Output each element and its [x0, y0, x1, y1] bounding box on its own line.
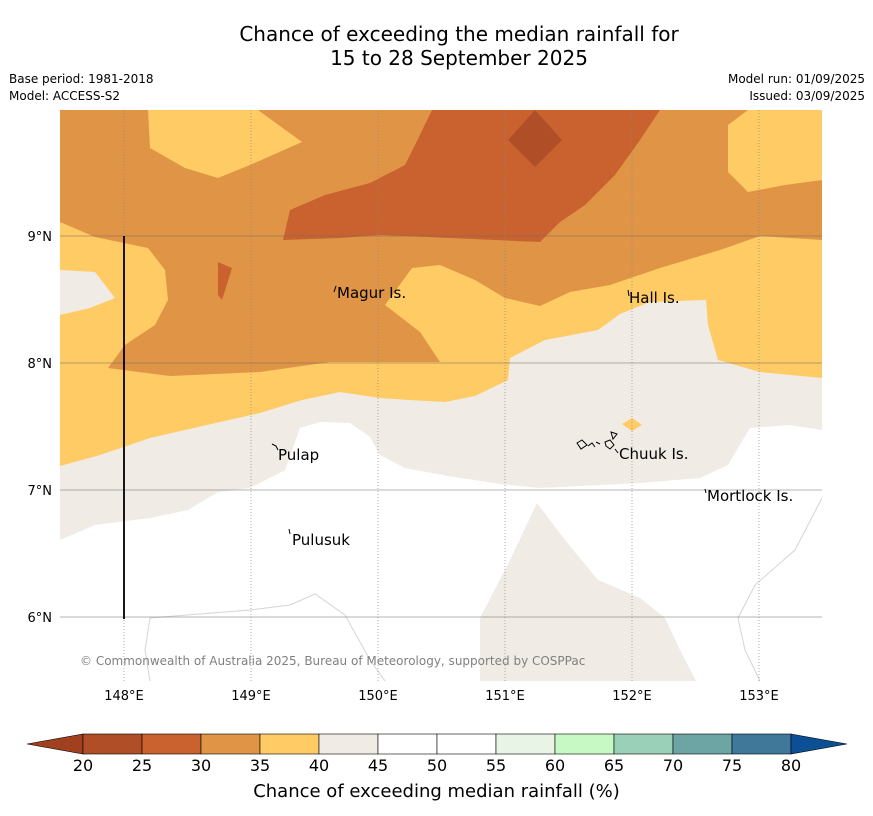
colorbar-tick-label: 40 — [309, 756, 329, 775]
pulusuk-island-shape — [288, 528, 291, 535]
copyright-notice: © Commonwealth of Australia 2025, Bureau… — [80, 654, 585, 668]
lon-tick-151: 151°E — [485, 689, 525, 704]
colorbar-ticks: 20 25 30 35 40 45 50 55 60 65 70 75 80 — [73, 756, 801, 775]
map-title: Chance of exceeding the median rainfall … — [0, 22, 873, 70]
colorbar-tick-label: 65 — [604, 756, 624, 775]
issued-text: Issued: 03/09/2025 — [749, 89, 865, 103]
meta-left: Base period: 1981-2018 Model: ACCESS-S2 — [9, 71, 154, 105]
pulap-island-shape — [271, 443, 279, 451]
colorbar-tick-label: 70 — [663, 756, 683, 775]
lat-tick-9n: 9°N — [28, 230, 53, 245]
chuuk-island-shape-3 — [595, 441, 601, 445]
colorbar-segment — [200, 733, 261, 755]
chuuk-island-shape-2 — [587, 442, 596, 448]
colorbar-segment — [82, 733, 143, 755]
title-line-1: Chance of exceeding the median rainfall … — [239, 22, 679, 46]
band-40-45-left — [60, 270, 115, 315]
magur-island-shape — [333, 285, 337, 293]
colorbar-segment — [436, 733, 497, 755]
colorbar-segment — [377, 733, 438, 755]
colorbar-segment — [318, 733, 379, 755]
colorbar-segment — [554, 733, 615, 755]
colorbar-over-arrow — [790, 733, 848, 755]
band-40-45-south — [480, 503, 696, 681]
hall-island-shape — [627, 289, 630, 297]
colorbar: 20 25 30 35 40 45 50 55 60 65 70 75 80 — [26, 733, 848, 775]
colorbar-segment — [495, 733, 556, 755]
colorbar-segment — [672, 733, 733, 755]
colorbar-under-arrow — [26, 733, 84, 755]
colorbar-tick-label: 55 — [486, 756, 506, 775]
colorbar-tick-label: 30 — [191, 756, 211, 775]
band-25-30 — [283, 110, 660, 242]
meta-right: Model run: 01/09/2025 Issued: 03/09/2025 — [728, 71, 865, 105]
chuuk-island-shape-1 — [576, 439, 588, 450]
band-35-40-chuuk-patch — [622, 418, 642, 431]
colorbar-tick-label: 60 — [545, 756, 565, 775]
lon-tick-153: 153°E — [739, 689, 779, 704]
band-35-40-topright — [728, 110, 822, 192]
place-label-chuuk: Chuuk Is. — [619, 445, 688, 463]
lat-tick-6n: 6°N — [28, 611, 53, 626]
place-label-pulap: Pulap — [278, 446, 319, 464]
lon-tick-149: 149°E — [231, 689, 271, 704]
colorbar-segment — [259, 733, 320, 755]
model-run-text: Model run: 01/09/2025 — [727, 72, 865, 86]
colorbar-tick-label: 80 — [781, 756, 801, 775]
lat-tick-7n: 7°N — [28, 484, 53, 499]
mortlock-island-shape — [704, 488, 707, 494]
colorbar-tick-label: 50 — [427, 756, 447, 775]
colorbar-tick-label: 75 — [722, 756, 742, 775]
lat-axis: 9°N 8°N 7°N 6°N — [28, 230, 53, 626]
band-20-25 — [508, 110, 562, 167]
map-area: Magur Is. Hall Is. Pulap Chuuk Is. Mortl… — [60, 110, 822, 681]
chuuk-island-shape-5 — [610, 431, 618, 441]
place-label-mortlock: Mortlock Is. — [707, 487, 793, 505]
title-line-2: 15 to 28 September 2025 — [330, 46, 588, 70]
island-markers — [271, 285, 707, 535]
colorbar-tick-label: 25 — [132, 756, 152, 775]
band-35-40-topleft — [148, 110, 302, 178]
model-text: Model: ACCESS-S2 — [9, 89, 121, 103]
colorbar-segment — [613, 733, 674, 755]
place-label-hall: Hall Is. — [629, 289, 680, 307]
colorbar-tick-label: 20 — [73, 756, 93, 775]
colorbar-label: Chance of exceeding median rainfall (%) — [253, 781, 620, 802]
lon-tick-152: 152°E — [612, 689, 652, 704]
lat-tick-8n: 8°N — [28, 357, 53, 372]
colorbar-tick-label: 45 — [368, 756, 388, 775]
contour-line-right — [737, 497, 822, 681]
base-period-text: Base period: 1981-2018 — [9, 72, 154, 86]
place-label-pulusuk: Pulusuk — [292, 531, 350, 549]
place-label-magur: Magur Is. — [337, 284, 406, 302]
colorbar-segment — [141, 733, 202, 755]
colorbar-tick-label: 35 — [250, 756, 270, 775]
band-25-30-patch — [218, 262, 232, 300]
colorbar-segments — [82, 733, 792, 755]
lon-tick-150: 150°E — [358, 689, 398, 704]
colorbar-segment — [731, 733, 792, 755]
lon-tick-148: 148°E — [104, 689, 144, 704]
contour-line — [144, 593, 386, 681]
lon-axis: 148°E 149°E 150°E 151°E 152°E 153°E — [104, 689, 779, 704]
chuuk-island-shape-6 — [614, 448, 619, 454]
chuuk-island-shape-4 — [604, 439, 615, 450]
